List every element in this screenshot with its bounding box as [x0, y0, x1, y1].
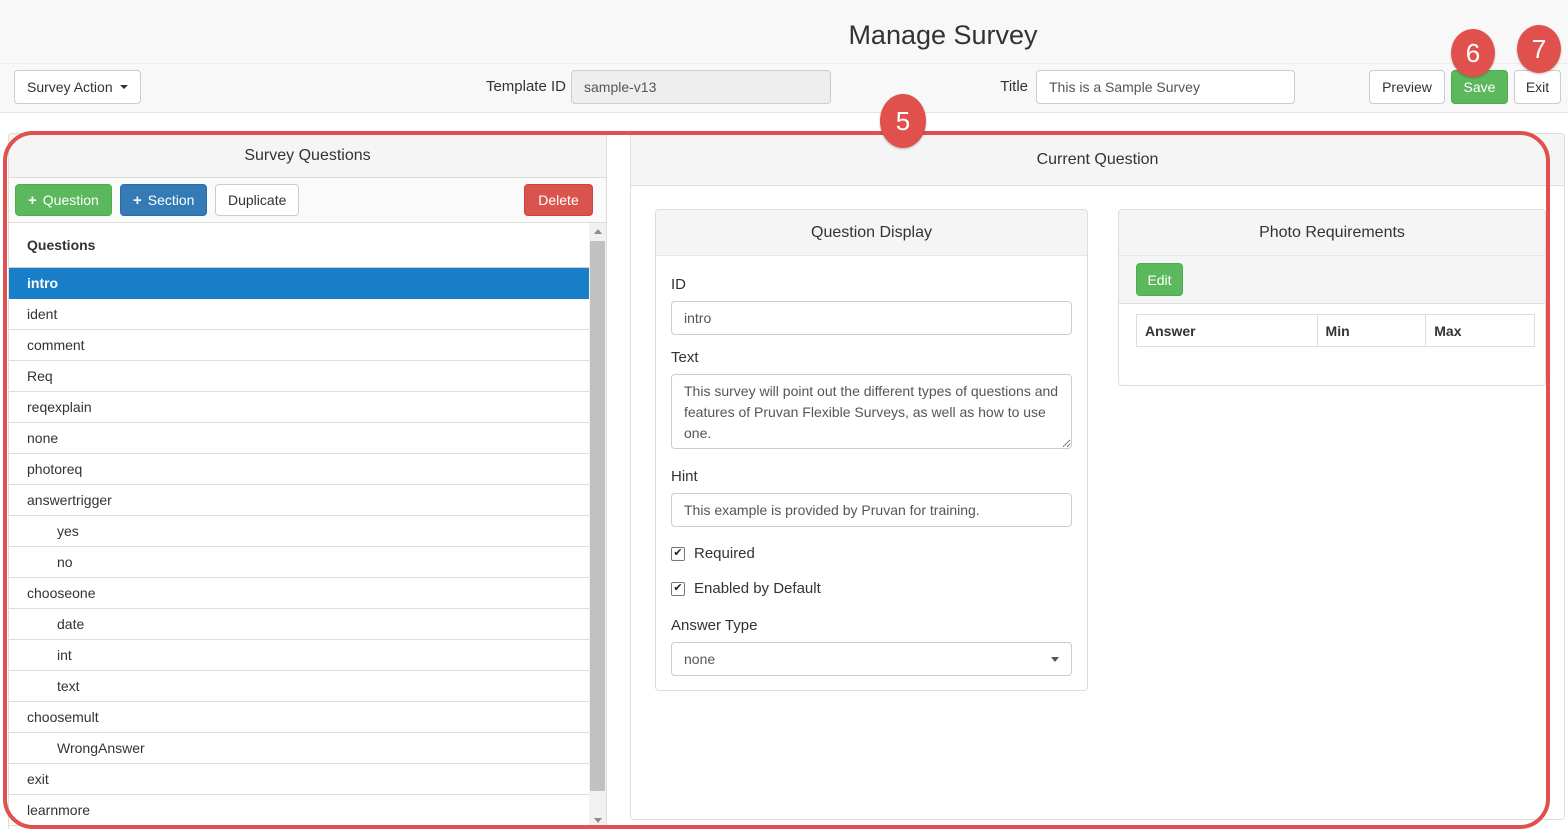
questions-list-container: Questions intro ident comment Req reqexplain… — [9, 223, 606, 829]
photo-req-col-min: Min — [1317, 314, 1427, 347]
question-row-Req[interactable]: Req — [9, 361, 589, 392]
survey-questions-toolbar: + Question + Section Duplicate Delete — [9, 178, 606, 223]
question-row-none[interactable]: none — [9, 423, 589, 454]
question-row-no[interactable]: no — [9, 547, 589, 578]
required-label: Required — [694, 545, 755, 562]
question-row-date[interactable]: date — [9, 609, 589, 640]
questions-scrollbar[interactable] — [589, 223, 606, 829]
text-textarea[interactable]: This survey will point out the different… — [671, 374, 1072, 449]
photo-req-header-row: Answer Min Max — [1136, 314, 1535, 347]
question-row-intro[interactable]: intro — [9, 268, 589, 299]
title-input[interactable] — [1036, 70, 1295, 104]
enabled-by-default-label: Enabled by Default — [694, 580, 821, 597]
answer-type-label: Answer Type — [671, 617, 758, 634]
survey-questions-panel: Survey Questions + Question + Section Du… — [8, 133, 607, 829]
question-row-exit[interactable]: exit — [9, 764, 589, 795]
template-id-label: Template ID — [485, 78, 566, 95]
exit-button[interactable]: Exit — [1514, 70, 1561, 104]
annotation-badge-6: 6 — [1451, 29, 1495, 77]
edit-button[interactable]: Edit — [1136, 263, 1183, 296]
scrollbar-down-arrow[interactable] — [589, 812, 606, 829]
photo-requirements-panel: Photo Requirements Edit Answer Min Max — [1118, 209, 1546, 386]
answer-type-select[interactable]: none — [671, 642, 1072, 676]
question-display-title: Question Display — [656, 210, 1087, 256]
id-input[interactable] — [671, 301, 1072, 335]
annotation-badge-7: 7 — [1517, 25, 1561, 73]
id-label: ID — [671, 276, 686, 293]
photo-req-col-answer: Answer — [1136, 314, 1318, 347]
question-row-photoreq[interactable]: photoreq — [9, 454, 589, 485]
plus-icon: + — [28, 191, 37, 209]
survey-action-label: Survey Action — [27, 79, 113, 95]
page-title: Manage Survey — [848, 20, 1038, 50]
caret-down-icon — [119, 85, 128, 89]
questions-list-header: Questions — [9, 223, 589, 268]
survey-action-dropdown[interactable]: Survey Action — [14, 70, 141, 104]
current-question-panel: Current Question Question Display ID Tex… — [630, 133, 1565, 820]
top-header — [0, 0, 1568, 64]
delete-button[interactable]: Delete — [524, 184, 593, 216]
duplicate-button[interactable]: Duplicate — [215, 184, 300, 216]
question-display-panel: Question Display ID Text This survey wil… — [655, 209, 1088, 691]
scrollbar-thumb[interactable] — [590, 241, 605, 791]
answer-type-value: none — [684, 651, 716, 667]
question-row-reqexplain[interactable]: reqexplain — [9, 392, 589, 423]
add-section-button[interactable]: + Section — [120, 184, 208, 216]
text-label: Text — [671, 349, 699, 366]
chevron-down-icon — [1051, 656, 1059, 662]
main-toolbar: Survey Action Template ID Title Preview … — [0, 64, 1568, 113]
photo-requirements-title: Photo Requirements — [1119, 210, 1545, 256]
add-question-label: Question — [42, 192, 99, 208]
title-label: Title — [1000, 78, 1028, 95]
question-row-choosemult[interactable]: choosemult — [9, 702, 589, 733]
enabled-by-default-checkbox[interactable] — [671, 581, 685, 596]
photo-requirements-toolbar: Edit — [1119, 256, 1545, 304]
question-row-yes[interactable]: yes — [9, 516, 589, 547]
question-row-learnmore[interactable]: learnmore — [9, 795, 589, 826]
photo-req-col-max: Max — [1426, 314, 1535, 347]
plus-icon: + — [133, 191, 142, 209]
questions-list: intro ident comment Req reqexplain none photor… — [9, 268, 589, 826]
question-row-answertrigger[interactable]: answertrigger — [9, 485, 589, 516]
question-row-ident[interactable]: ident — [9, 299, 589, 330]
template-id-input — [571, 70, 831, 104]
question-row-WrongAnswer[interactable]: WrongAnswer — [9, 733, 589, 764]
question-row-comment[interactable]: comment — [9, 330, 589, 361]
question-row-int[interactable]: int — [9, 640, 589, 671]
annotation-badge-5: 5 — [880, 94, 926, 148]
current-question-title: Current Question — [631, 134, 1564, 186]
hint-label: Hint — [671, 468, 698, 485]
hint-input[interactable] — [671, 493, 1072, 527]
question-row-text[interactable]: text — [9, 671, 589, 702]
preview-button[interactable]: Preview — [1369, 70, 1445, 104]
scrollbar-up-arrow[interactable] — [589, 223, 606, 240]
survey-questions-title: Survey Questions — [9, 134, 606, 178]
required-checkbox[interactable] — [671, 546, 685, 561]
question-row-chooseone[interactable]: chooseone — [9, 578, 589, 609]
add-section-label: Section — [147, 192, 195, 208]
add-question-button[interactable]: + Question — [15, 184, 112, 216]
